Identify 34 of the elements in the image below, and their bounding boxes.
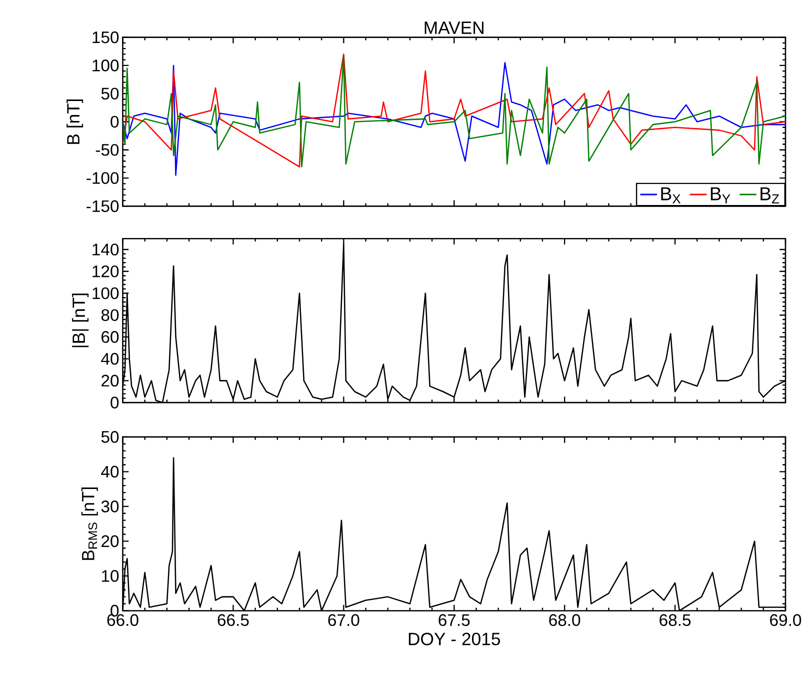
- x-tick-label: 68.0: [549, 614, 580, 626]
- y-tick-label: 50: [101, 430, 119, 443]
- x-tick-label: 67.0: [328, 614, 360, 626]
- y-tick-label: -150: [86, 200, 119, 212]
- y-axis-title: |B| [nT]: [72, 293, 89, 347]
- legend-label: B$_{Y}$: [710, 187, 730, 204]
- y-tick-label: 80: [101, 308, 119, 321]
- y-tick-label: -50: [96, 144, 119, 156]
- legend-label: B$_{Z}$: [760, 187, 780, 204]
- y-tick-label: -100: [86, 172, 119, 184]
- y-tick-label: 20: [102, 535, 119, 547]
- y-axis-title: B$_{RMS}$ [nT]: [81, 487, 98, 560]
- legend-label: B$_{X}$: [661, 187, 681, 204]
- x-axis-title: DOY - 2015: [408, 632, 500, 646]
- x-tick-label: 69.0: [770, 614, 802, 626]
- y-tick-label: 0: [110, 116, 119, 128]
- y-tick-label: 30: [101, 500, 119, 512]
- y-tick-label: 10: [102, 570, 119, 582]
- y-tick-label: 60: [102, 330, 119, 343]
- y-tick-label: 0: [110, 396, 119, 408]
- y-tick-label: 100: [92, 59, 119, 72]
- y-tick-label: 50: [101, 87, 119, 100]
- y-tick-label: 150: [92, 31, 119, 44]
- x-tick-label: 66.5: [218, 614, 249, 626]
- y-tick-label: 140: [92, 243, 119, 256]
- x-tick-label: 67.5: [438, 614, 470, 626]
- y-tick-label: 100: [92, 287, 119, 299]
- y-tick-label: 40: [101, 352, 119, 365]
- chart-title: MAVEN: [424, 21, 484, 34]
- y-tick-label: 20: [102, 374, 119, 386]
- y-tick-label: 40: [101, 466, 119, 478]
- x-tick-label: 68.5: [660, 614, 691, 626]
- y-tick-label: 120: [92, 265, 119, 278]
- y-axis-title: B [nT]: [66, 99, 84, 144]
